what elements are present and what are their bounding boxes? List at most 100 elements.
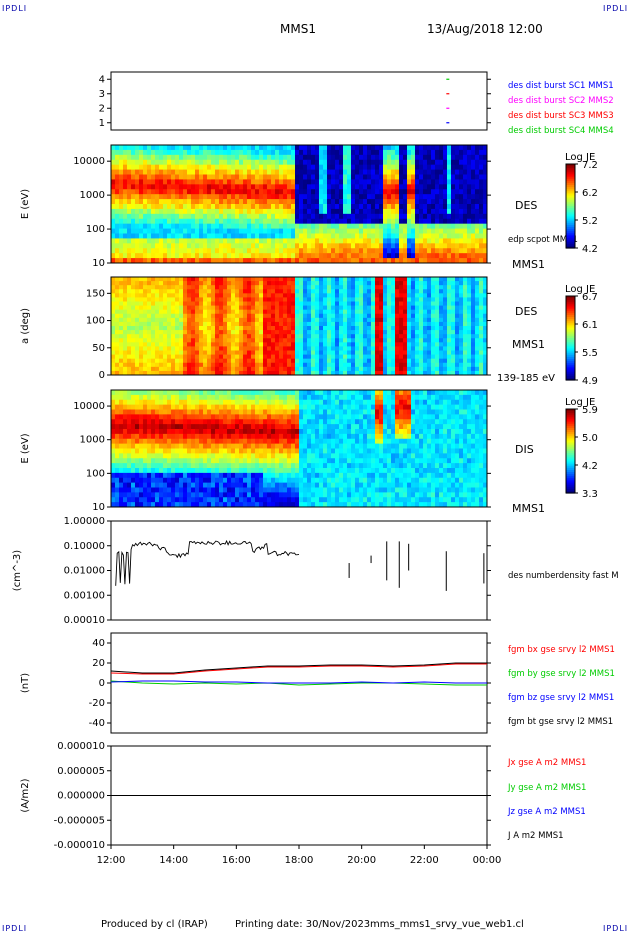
des-pitch-cell xyxy=(463,277,468,282)
des-energy-cell xyxy=(475,189,480,195)
des-energy-cell xyxy=(163,208,168,215)
des-energy-cell xyxy=(411,169,416,175)
des-pitch-cell xyxy=(163,297,168,302)
dis-energy-cell xyxy=(143,458,148,464)
des-energy-cell xyxy=(483,213,488,220)
des-pitch-cell xyxy=(259,281,264,286)
des-energy-cell xyxy=(359,253,364,259)
des-pitch-cell xyxy=(427,342,432,347)
des-energy-cell xyxy=(211,179,216,185)
dis-energy-cell xyxy=(163,394,168,401)
des-pitch-cell xyxy=(383,354,388,360)
des-energy-cell xyxy=(131,233,136,239)
des-energy-cell xyxy=(147,248,152,254)
des-pitch-cell xyxy=(223,277,228,282)
des-pitch-cell xyxy=(207,354,212,360)
des-pitch-cell xyxy=(483,330,488,335)
des-pitch-cell xyxy=(315,317,320,323)
burst-legend-entry: des dist burst SC3 MMS3 xyxy=(508,111,614,121)
des-energy-cell xyxy=(119,154,124,161)
dis-energy-cell xyxy=(147,419,152,425)
des-pitch-cell xyxy=(447,285,452,290)
des-energy-colorbar-cell xyxy=(566,182,575,186)
des-energy-cell xyxy=(403,199,408,205)
des-energy-cell xyxy=(263,218,268,225)
des-energy-cell xyxy=(427,228,432,234)
des-energy-cell xyxy=(287,238,292,244)
des-pitch-cell xyxy=(247,326,252,331)
des-energy-cell xyxy=(363,194,368,200)
des-energy-cell xyxy=(295,213,300,220)
des-energy-cell xyxy=(415,159,420,166)
des-pitch-cell xyxy=(251,321,256,327)
des-pitch-cell xyxy=(283,285,288,290)
des-pitch-cell xyxy=(279,321,284,327)
des-pitch-cell xyxy=(203,338,208,343)
des-energy-cell xyxy=(307,189,312,195)
des-energy-cell xyxy=(343,228,348,234)
des-pitch-cell xyxy=(399,301,404,307)
des-energy-cell xyxy=(279,248,284,254)
des-pitch-cell xyxy=(399,350,404,356)
des-energy-cell xyxy=(283,164,288,171)
des-energy-cell xyxy=(451,228,456,234)
des-pitch-cell xyxy=(211,309,216,315)
des-energy-cell xyxy=(399,253,404,259)
des-energy-cell xyxy=(475,164,480,171)
des-energy-cell xyxy=(279,243,284,249)
des-energy-cell xyxy=(231,174,236,180)
des-energy-cell xyxy=(311,238,316,244)
des-pitch-cell xyxy=(479,305,484,311)
des-pitch-cell xyxy=(307,334,312,339)
des-energy-cell xyxy=(391,174,396,180)
des-pitch-cell xyxy=(139,362,144,368)
des-energy-cell xyxy=(315,223,320,230)
des-pitch-cell xyxy=(283,338,288,343)
des-energy-cell xyxy=(207,204,212,210)
des-pitch-cell xyxy=(187,366,192,372)
des-pitch-cell xyxy=(415,326,420,331)
des-pitch-cell xyxy=(267,334,272,339)
des-energy-ytick-label: 1000 xyxy=(80,190,105,201)
des-pitch-cell xyxy=(203,313,208,319)
des-pitch-cell xyxy=(463,301,468,307)
des-energy-cell xyxy=(235,194,240,200)
des-pitch-cell xyxy=(363,326,368,331)
des-pitch-cell xyxy=(219,366,224,372)
des-energy-cell xyxy=(207,238,212,244)
des-pitch-cell xyxy=(159,321,164,327)
des-energy-cell xyxy=(355,208,360,215)
des-energy-cell xyxy=(299,145,304,151)
des-energy-cell xyxy=(259,258,264,264)
des-energy-cell xyxy=(207,194,212,200)
dis-energy-cell xyxy=(143,394,148,401)
des-energy-cell xyxy=(463,194,468,200)
des-energy-cell xyxy=(459,199,464,205)
des-pitch-cell xyxy=(147,313,152,319)
des-energy-cell xyxy=(459,228,464,234)
des-energy-cell xyxy=(343,169,348,175)
des-energy-cell xyxy=(291,189,296,195)
des-pitch-cell xyxy=(147,326,152,331)
des-energy-cell xyxy=(287,233,292,239)
des-energy-cell xyxy=(287,204,292,210)
des-energy-cell xyxy=(319,179,324,185)
dis-energy-cell xyxy=(159,414,164,420)
des-energy-cell xyxy=(259,199,264,205)
des-pitch-cell xyxy=(315,285,320,290)
des-pitch-cell xyxy=(407,330,412,335)
des-pitch-cell xyxy=(459,370,464,376)
des-pitch-cell xyxy=(207,321,212,327)
des-energy-cell xyxy=(467,145,472,151)
des-energy-cell xyxy=(207,199,212,205)
des-energy-cell xyxy=(435,184,440,190)
des-pitch-cell xyxy=(435,346,440,351)
dis-energy-cell xyxy=(143,438,148,445)
des-energy-cell xyxy=(143,208,148,215)
des-pitch-cell xyxy=(399,321,404,327)
des-pitch-cell xyxy=(355,289,360,294)
des-energy-cell xyxy=(175,204,180,210)
des-energy-cell xyxy=(295,169,300,175)
des-pitch-cell xyxy=(267,289,272,294)
des-energy-cell xyxy=(411,174,416,180)
